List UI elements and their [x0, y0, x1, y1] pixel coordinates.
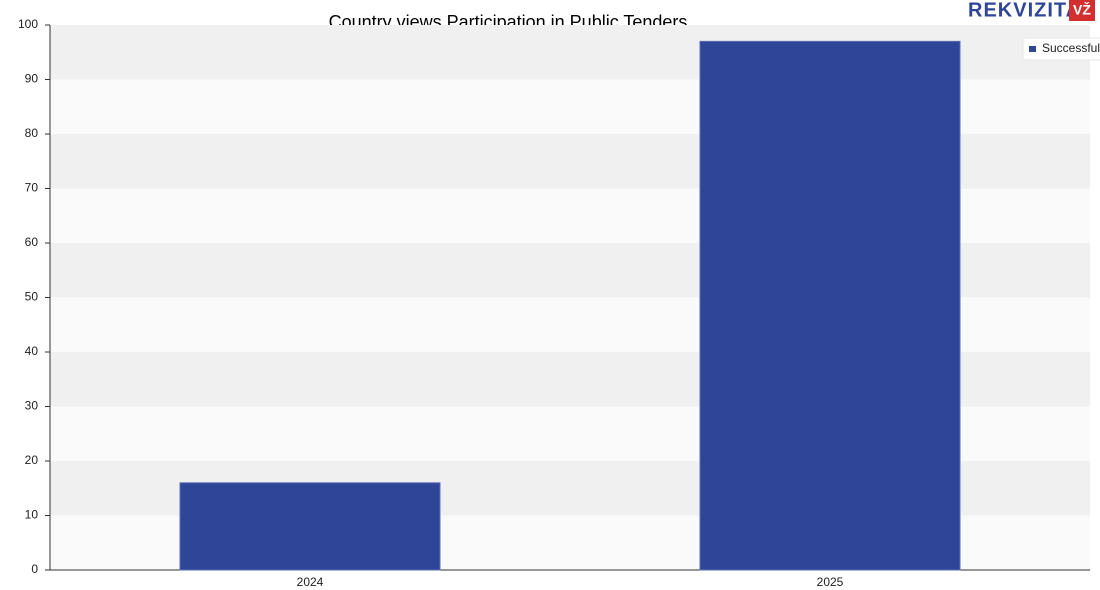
y-tick-label: 60	[25, 235, 39, 249]
x-tick-label: 2024	[297, 575, 324, 589]
legend-swatch	[1029, 46, 1036, 52]
y-tick-label: 0	[31, 562, 38, 576]
y-tick-label: 10	[25, 508, 39, 522]
y-tick-label: 100	[18, 17, 38, 31]
brand-badge-bg	[1069, 0, 1095, 21]
y-tick-label: 50	[25, 290, 39, 304]
legend-label: Successful	[1042, 41, 1100, 55]
x-tick-label: 2025	[817, 575, 844, 589]
y-tick-label: 20	[25, 453, 39, 467]
y-tick-label: 40	[25, 344, 39, 358]
y-tick-label: 30	[25, 399, 39, 413]
brand-badge: VŽ	[1073, 1, 1091, 18]
brand-name: REKVIZITAI	[968, 0, 1088, 21]
y-tick-label: 80	[25, 126, 39, 140]
y-tick-label: 70	[25, 181, 39, 195]
legend-box	[1022, 37, 1100, 61]
bar	[699, 40, 961, 571]
y-tick-label: 90	[25, 72, 39, 86]
bar	[179, 482, 441, 571]
